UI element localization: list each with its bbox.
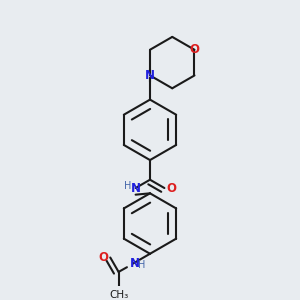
Text: O: O [99, 251, 109, 264]
Text: O: O [166, 182, 176, 194]
Text: H: H [124, 181, 132, 190]
Text: CH₃: CH₃ [109, 290, 128, 300]
Text: N: N [130, 182, 141, 194]
Text: N: N [130, 257, 140, 270]
Text: O: O [190, 43, 200, 56]
Text: N: N [145, 69, 155, 82]
Text: H: H [138, 260, 146, 270]
